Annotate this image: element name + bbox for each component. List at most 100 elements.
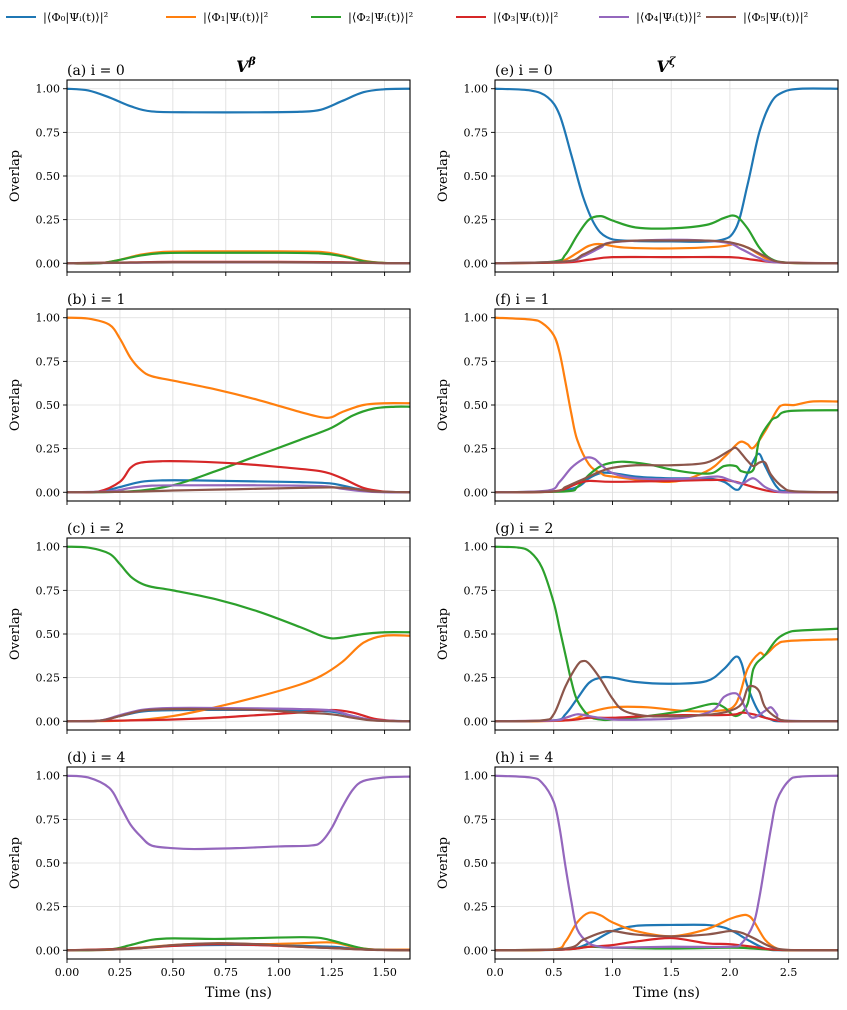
series-line-1 (66, 316, 411, 419)
series-line-5 (66, 707, 411, 723)
tick-label-y: 0.25 (464, 901, 489, 914)
legend-swatch (311, 16, 341, 18)
series-line-1 (494, 242, 839, 265)
plot-frame (66, 308, 411, 502)
series-line-2 (66, 545, 411, 640)
legend-label: |⟨Φ₀|Ψᵢ(t)⟩|² (43, 10, 109, 24)
tick-label-y: 0.00 (36, 257, 61, 270)
tick-label-x: 2.0 (721, 966, 739, 979)
tick-label-y: 0.00 (464, 257, 489, 270)
series-line-0 (66, 87, 411, 114)
tick-label-y: 0.50 (36, 628, 61, 641)
tick-label-x: 0.50 (161, 966, 186, 979)
y-axis-label: Overlap (436, 837, 451, 889)
tick-label-y: 0.50 (464, 170, 489, 183)
tick-label-y: 1.00 (464, 312, 489, 325)
series-line-1 (494, 316, 839, 483)
tick-label-y: 0.25 (36, 901, 61, 914)
series-line-4 (494, 774, 839, 949)
tick-label-y: 0.50 (464, 628, 489, 641)
series-line-2 (494, 409, 839, 494)
tick-label-y: 0.75 (36, 126, 61, 139)
legend-item-1: |⟨Φ₁|Ψᵢ(t)⟩|² (166, 8, 268, 26)
chart-panel: 0.00 0.25 0.50 0.75 1.00 (b) i = 1 Overlap (8, 292, 411, 505)
tick-label-x: 1.25 (319, 966, 344, 979)
series-line-0 (494, 87, 839, 243)
tick-label-y: 1.00 (36, 770, 61, 783)
chart-panel: 0.00 0.25 0.50 0.75 1.00 (f) i = 1 Overlap (436, 292, 839, 505)
tick-label-y: 0.75 (36, 813, 61, 826)
legend-label: |⟨Φ₃|Ψᵢ(t)⟩|² (493, 10, 559, 24)
legend: |⟨Φ₀|Ψᵢ(t)⟩|² |⟨Φ₁|Ψᵢ(t)⟩|² |⟨Φ₂|Ψᵢ(t)⟩|² |… (0, 0, 847, 36)
y-axis-label: Overlap (8, 837, 23, 889)
series-line-1 (494, 911, 839, 952)
series-line-5 (66, 486, 411, 494)
series-line-1 (66, 634, 411, 723)
tick-label-y: 0.75 (464, 584, 489, 597)
tick-label-x: 1.5 (662, 966, 680, 979)
legend-swatch (166, 16, 196, 18)
tick-label-y: 0.75 (464, 126, 489, 139)
tick-label-x: 0.75 (214, 966, 239, 979)
series-line-5 (494, 659, 839, 723)
column-title: Vζ (657, 55, 676, 76)
chart-panel: 0.00 0.25 0.50 0.75 1.00 (c) i = 2 Overlap (8, 521, 411, 734)
tick-label-y: 1.00 (464, 541, 489, 554)
plot-frame (66, 79, 411, 273)
tick-label-y: 1.00 (464, 770, 489, 783)
y-axis-label: Overlap (436, 608, 451, 660)
panel-title: (f) i = 1 (495, 292, 550, 308)
panel-title: (a) i = 0 (67, 63, 125, 79)
legend-swatch (599, 16, 629, 18)
tick-label-y: 1.00 (36, 83, 61, 96)
x-axis-label: Time (ns) (205, 985, 272, 1001)
chart-panel: 0.00 0.25 0.50 0.75 1.00 (g) i = 2 Overlap (436, 521, 839, 734)
column-title: Vβ (236, 55, 256, 76)
y-axis-label: Overlap (8, 608, 23, 660)
series-line-0 (494, 655, 839, 723)
y-axis-label: Overlap (8, 379, 23, 431)
series-line-1 (494, 638, 839, 723)
series-line-5 (66, 261, 411, 265)
series-line-4 (494, 456, 839, 494)
tick-label-y: 0.50 (464, 399, 489, 412)
legend-item-2: |⟨Φ₂|Ψᵢ(t)⟩|² (311, 8, 413, 26)
legend-label: |⟨Φ₁|Ψᵢ(t)⟩|² (203, 10, 269, 24)
plot-frame (494, 537, 839, 731)
tick-label-x: 1.0 (604, 966, 622, 979)
tick-label-x: 0.5 (545, 966, 563, 979)
chart-panel: 0.00 0.25 0.50 0.75 1.00 (a) i = 0 Overlap (8, 63, 411, 276)
y-axis-label: Overlap (436, 150, 451, 202)
tick-label-x: 2.5 (780, 966, 798, 979)
series-line-2 (66, 251, 411, 265)
tick-label-y: 0.25 (464, 672, 489, 685)
series-line-0 (494, 452, 839, 494)
tick-label-y: 0.00 (464, 715, 489, 728)
legend-label: |⟨Φ₄|Ψᵢ(t)⟩|² (636, 10, 702, 24)
panel-title: (e) i = 0 (495, 63, 553, 79)
y-axis-label: Overlap (436, 379, 451, 431)
y-axis-label: Overlap (8, 150, 23, 202)
legend-item-4: |⟨Φ₄|Ψᵢ(t)⟩|² (599, 8, 701, 26)
tick-label-y: 0.75 (464, 813, 489, 826)
plot-frame (66, 766, 411, 960)
series-line-4 (494, 238, 839, 265)
series-line-2 (66, 405, 411, 494)
legend-swatch (6, 16, 36, 18)
tick-label-y: 0.75 (36, 584, 61, 597)
series-line-5 (494, 239, 839, 265)
series-line-4 (66, 774, 411, 851)
series-line-5 (66, 942, 411, 952)
tick-label-x: 1.50 (372, 966, 397, 979)
plot-frame (494, 79, 839, 273)
panel-title: (c) i = 2 (67, 521, 124, 537)
x-axis-label: Time (ns) (633, 985, 700, 1001)
tick-label-x: 1.00 (266, 966, 291, 979)
legend-label: |⟨Φ₅|Ψᵢ(t)⟩|² (743, 10, 809, 24)
tick-label-y: 1.00 (36, 541, 61, 554)
legend-label: |⟨Φ₂|Ψᵢ(t)⟩|² (348, 10, 414, 24)
plot-frame (66, 537, 411, 731)
panel-title: (h) i = 4 (495, 750, 553, 766)
plot-frame (494, 766, 839, 960)
